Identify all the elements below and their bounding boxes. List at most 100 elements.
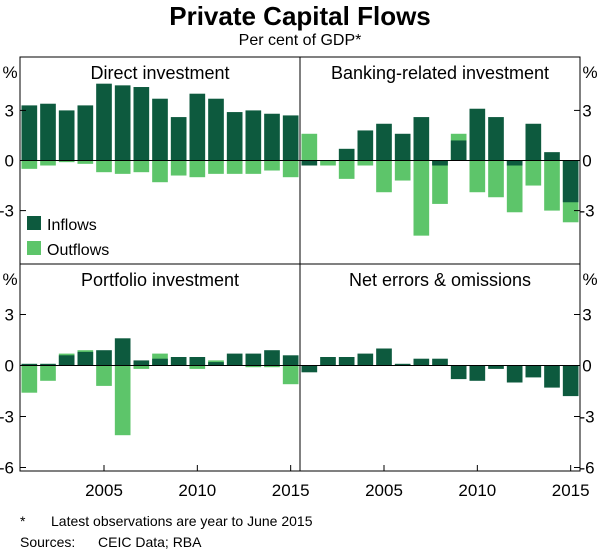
y-tick-label-left: 0 — [5, 152, 14, 171]
outflow-bar — [488, 160, 504, 198]
outflow-bar — [226, 160, 243, 174]
inflow-bar — [114, 338, 131, 366]
legend-outflows-swatch — [27, 241, 41, 255]
outflow-bar — [376, 160, 392, 193]
sources-text: CEIC Data; RBA — [98, 534, 202, 550]
outflow-bar — [506, 160, 523, 213]
net-bar — [338, 357, 355, 366]
outflow-bar — [21, 160, 38, 169]
zero-lines — [20, 160, 580, 366]
outflow-bar — [320, 160, 336, 166]
outflow-bar — [469, 160, 486, 193]
footnote-text: Latest observations are year to June 201… — [51, 513, 313, 529]
outflow-bar — [301, 133, 318, 161]
inflow-bar — [96, 83, 112, 161]
outflow-bar — [413, 160, 430, 236]
net-bar — [450, 365, 467, 380]
outflow-bar — [338, 160, 355, 179]
inflow-bar — [58, 355, 75, 366]
unit-label-right: % — [582, 270, 597, 289]
inflow-bar — [114, 85, 131, 161]
legend-outflows-label: Outflows — [47, 242, 109, 259]
inflow-bar — [264, 350, 280, 366]
outflow-bar — [96, 365, 112, 386]
panel-title: Banking-related investment — [331, 63, 549, 83]
inflow-bar — [245, 353, 262, 366]
inflow-bar — [77, 105, 94, 161]
legend-inflows-swatch — [27, 216, 41, 230]
x-tick-label: 2005 — [365, 481, 403, 500]
y-tick-label-right: -6 — [579, 459, 594, 478]
outflow-bar — [40, 160, 56, 166]
inflow-bar — [133, 87, 150, 161]
y-tick-label-left: -3 — [0, 202, 14, 221]
outflow-bar — [114, 365, 131, 436]
inflow-bar — [58, 110, 75, 161]
inflow-bar — [170, 357, 187, 366]
net-bar — [544, 365, 560, 388]
panel-title: Direct investment — [90, 63, 229, 83]
outflow-bar — [357, 160, 374, 166]
inflow-bar — [301, 160, 318, 166]
unit-label-left: % — [2, 270, 17, 289]
x-tick-label: 2010 — [178, 481, 216, 500]
outflow-bar — [170, 160, 187, 176]
sources-label: Sources: — [20, 534, 76, 550]
outflow-bar — [58, 160, 75, 163]
outflow-bar — [40, 365, 56, 381]
y-tick-label-right: 3 — [582, 306, 591, 325]
unit-label-right: % — [582, 63, 597, 82]
inflow-bar — [152, 358, 168, 366]
axis-ticks — [20, 109, 580, 471]
inflow-bar — [226, 112, 243, 161]
outflow-bar — [114, 160, 131, 174]
net-bar — [562, 365, 579, 397]
inflow-bar — [413, 117, 430, 161]
outflow-bar — [282, 160, 299, 178]
y-tick-label-right: -3 — [579, 202, 594, 221]
outflow-bar — [245, 160, 262, 174]
y-tick-label-left: -6 — [0, 459, 14, 478]
net-bar — [320, 357, 336, 366]
outflow-bar — [208, 160, 224, 174]
net-bar — [376, 348, 392, 366]
net-bar — [413, 358, 430, 366]
outflow-bar — [133, 160, 150, 173]
panel-4-bars — [301, 348, 579, 397]
inflow-bar — [40, 103, 56, 161]
inflow-bar — [376, 123, 392, 161]
outflow-bar — [77, 160, 94, 164]
inflow-bar — [189, 357, 206, 366]
chart-subtitle: Per cent of GDP* — [238, 32, 362, 49]
y-tick-label-left: 3 — [5, 101, 14, 120]
net-bar — [432, 358, 448, 366]
legend-inflows-label: Inflows — [47, 217, 97, 234]
panel-3-bars — [21, 338, 299, 436]
inflow-bar — [21, 105, 38, 161]
inflow-bar — [338, 148, 355, 161]
inflow-bar — [506, 160, 523, 166]
inflow-bar — [282, 115, 299, 161]
outflow-bar — [189, 365, 206, 369]
inflow-bar — [264, 113, 280, 161]
inflow-bar — [208, 362, 224, 366]
inflow-bar — [450, 140, 467, 161]
inflow-bar — [357, 130, 374, 161]
sources: Sources: CEIC Data; RBA — [20, 533, 201, 551]
inflow-bar — [488, 117, 504, 161]
outflow-bar — [544, 160, 560, 211]
legend: Inflows Outflows — [27, 216, 109, 259]
outflow-bar — [133, 365, 150, 369]
panel-frame — [19, 56, 581, 472]
axis-labels: Direct investment -3 0 3% Banking-related in… — [0, 63, 598, 500]
inflow-bar — [96, 350, 112, 366]
panel-1-bars — [21, 83, 299, 183]
y-tick-label-left: 3 — [5, 306, 14, 325]
outflow-bar — [245, 365, 262, 368]
inflow-bar — [282, 355, 299, 366]
inflow-bar — [469, 108, 486, 161]
net-bar — [469, 365, 486, 381]
net-bar — [301, 365, 318, 373]
inflow-bar — [394, 133, 411, 161]
